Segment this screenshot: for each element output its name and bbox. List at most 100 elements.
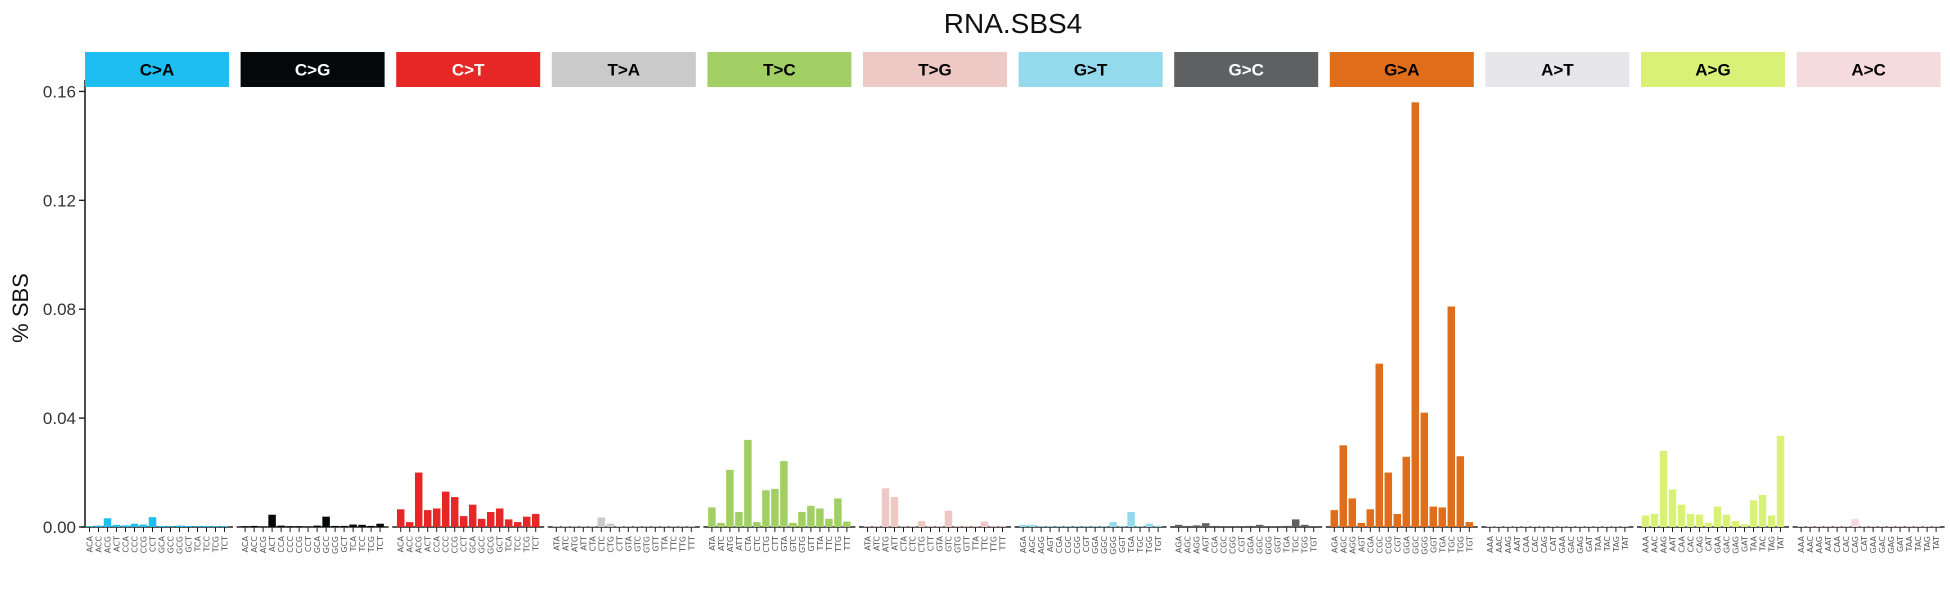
- x-tick-label: CTT: [615, 536, 624, 551]
- x-tick-label: GCC: [167, 536, 176, 554]
- bar: [414, 472, 423, 527]
- bar: [651, 526, 660, 527]
- panel-label: G>A: [1384, 61, 1419, 80]
- bar: [340, 525, 348, 527]
- x-tick-label: CCT: [460, 536, 469, 552]
- bar: [1594, 526, 1602, 527]
- x-tick-label: TGT: [1310, 536, 1319, 553]
- panel-strip: [1796, 52, 1941, 87]
- x-tick-label: ACA: [397, 535, 406, 552]
- bar: [633, 526, 642, 527]
- x-tick-label: TTC: [981, 536, 990, 552]
- bar: [863, 526, 872, 527]
- bar: [1246, 525, 1255, 527]
- y-tick-label: 0.04: [43, 409, 76, 428]
- x-tick-label: ATT: [891, 536, 900, 551]
- x-tick-label: AAG: [1504, 536, 1513, 553]
- bar: [1375, 363, 1384, 527]
- bar: [486, 512, 495, 527]
- bar: [834, 498, 842, 527]
- bar: [1402, 456, 1411, 527]
- bar: [313, 525, 321, 527]
- x-tick-label: CGA: [1211, 535, 1220, 553]
- bar: [112, 524, 121, 527]
- x-tick-label: TAT: [1777, 536, 1786, 551]
- bar: [624, 526, 633, 527]
- x-tick-label: TTT: [843, 536, 852, 551]
- bar: [1219, 526, 1228, 527]
- x-tick-label: CAA: [1833, 535, 1842, 552]
- bar: [843, 521, 851, 527]
- x-tick-label: ATT: [579, 536, 588, 551]
- bar: [642, 526, 651, 527]
- x-tick-label: GAG: [1732, 536, 1741, 554]
- bar: [1291, 519, 1300, 527]
- x-tick-label: GTA: [780, 535, 789, 551]
- x-tick-label: GTT: [807, 536, 816, 552]
- x-tick-label: ATC: [561, 536, 570, 551]
- bar: [872, 526, 881, 527]
- panel-label: A>C: [1851, 61, 1885, 80]
- bar: [1504, 526, 1512, 527]
- x-tick-label: GGA: [1091, 535, 1100, 553]
- x-tick-label: GTG: [798, 536, 807, 553]
- x-tick-label: CCA: [122, 535, 131, 552]
- bar: [1420, 412, 1429, 527]
- x-tick-label: TTA: [972, 535, 981, 551]
- y-axis-label: % SBS: [8, 273, 33, 343]
- x-tick-label: GGG: [1265, 536, 1274, 555]
- panel-strip: [707, 52, 852, 87]
- bar: [1776, 435, 1785, 527]
- x-tick-label: ACT: [268, 536, 277, 552]
- x-tick-label: ATG: [726, 536, 735, 552]
- x-tick-label: AAT: [1513, 536, 1522, 552]
- x-tick-label: AGC: [1339, 536, 1348, 554]
- bar: [1585, 526, 1593, 527]
- x-tick-label: GAC: [1878, 536, 1887, 554]
- bar: [726, 469, 734, 527]
- x-tick-label: TCG: [367, 536, 376, 553]
- x-tick-label: GTT: [963, 536, 972, 552]
- x-tick-label: CAG: [1851, 536, 1860, 553]
- x-tick-label: CGT: [1238, 536, 1247, 553]
- x-tick-label: TTA: [816, 535, 825, 551]
- bar: [1914, 526, 1922, 527]
- x-tick-label: GGC: [1411, 536, 1420, 554]
- y-axis: 0.00 0.04 0.08 0.12 0.16: [43, 80, 86, 537]
- bar: [1621, 526, 1629, 527]
- x-tick-label: CAC: [1687, 536, 1696, 553]
- bar: [277, 525, 285, 527]
- bar: [1513, 526, 1521, 527]
- bar: [1438, 507, 1447, 527]
- bar: [1456, 456, 1465, 527]
- bar: [561, 526, 570, 527]
- bar: [1713, 506, 1722, 527]
- chart-title: RNA.SBS4: [944, 8, 1083, 39]
- x-tick-label: TAA: [1750, 535, 1759, 552]
- x-tick-label: ATC: [717, 536, 726, 551]
- bar: [1860, 526, 1868, 527]
- x-tick-label: ATA: [864, 535, 873, 550]
- bar: [1668, 489, 1677, 527]
- bar: [1082, 526, 1090, 527]
- bar: [1300, 524, 1309, 527]
- bar: [980, 521, 989, 527]
- bar: [175, 525, 184, 527]
- bar: [1486, 526, 1494, 527]
- x-tick-label: TTG: [834, 536, 843, 553]
- x-tick-label: TAC: [1914, 536, 1923, 553]
- x-tick-label: CCG: [140, 536, 149, 553]
- bar: [798, 512, 806, 527]
- panel-strip: [240, 52, 385, 87]
- x-tick-label: CAA: [1522, 535, 1531, 552]
- x-tick-label: TTG: [678, 536, 687, 553]
- x-tick-label: ATA: [708, 535, 717, 550]
- x-tick-label: TGC: [1447, 536, 1456, 554]
- x-tick-label: ATG: [570, 536, 579, 552]
- bar: [513, 522, 522, 527]
- x-tick-label: CCG: [451, 536, 460, 553]
- bar: [971, 526, 980, 527]
- x-tick-label: AAC: [1495, 536, 1504, 553]
- x-tick-label: CAG: [1540, 536, 1549, 553]
